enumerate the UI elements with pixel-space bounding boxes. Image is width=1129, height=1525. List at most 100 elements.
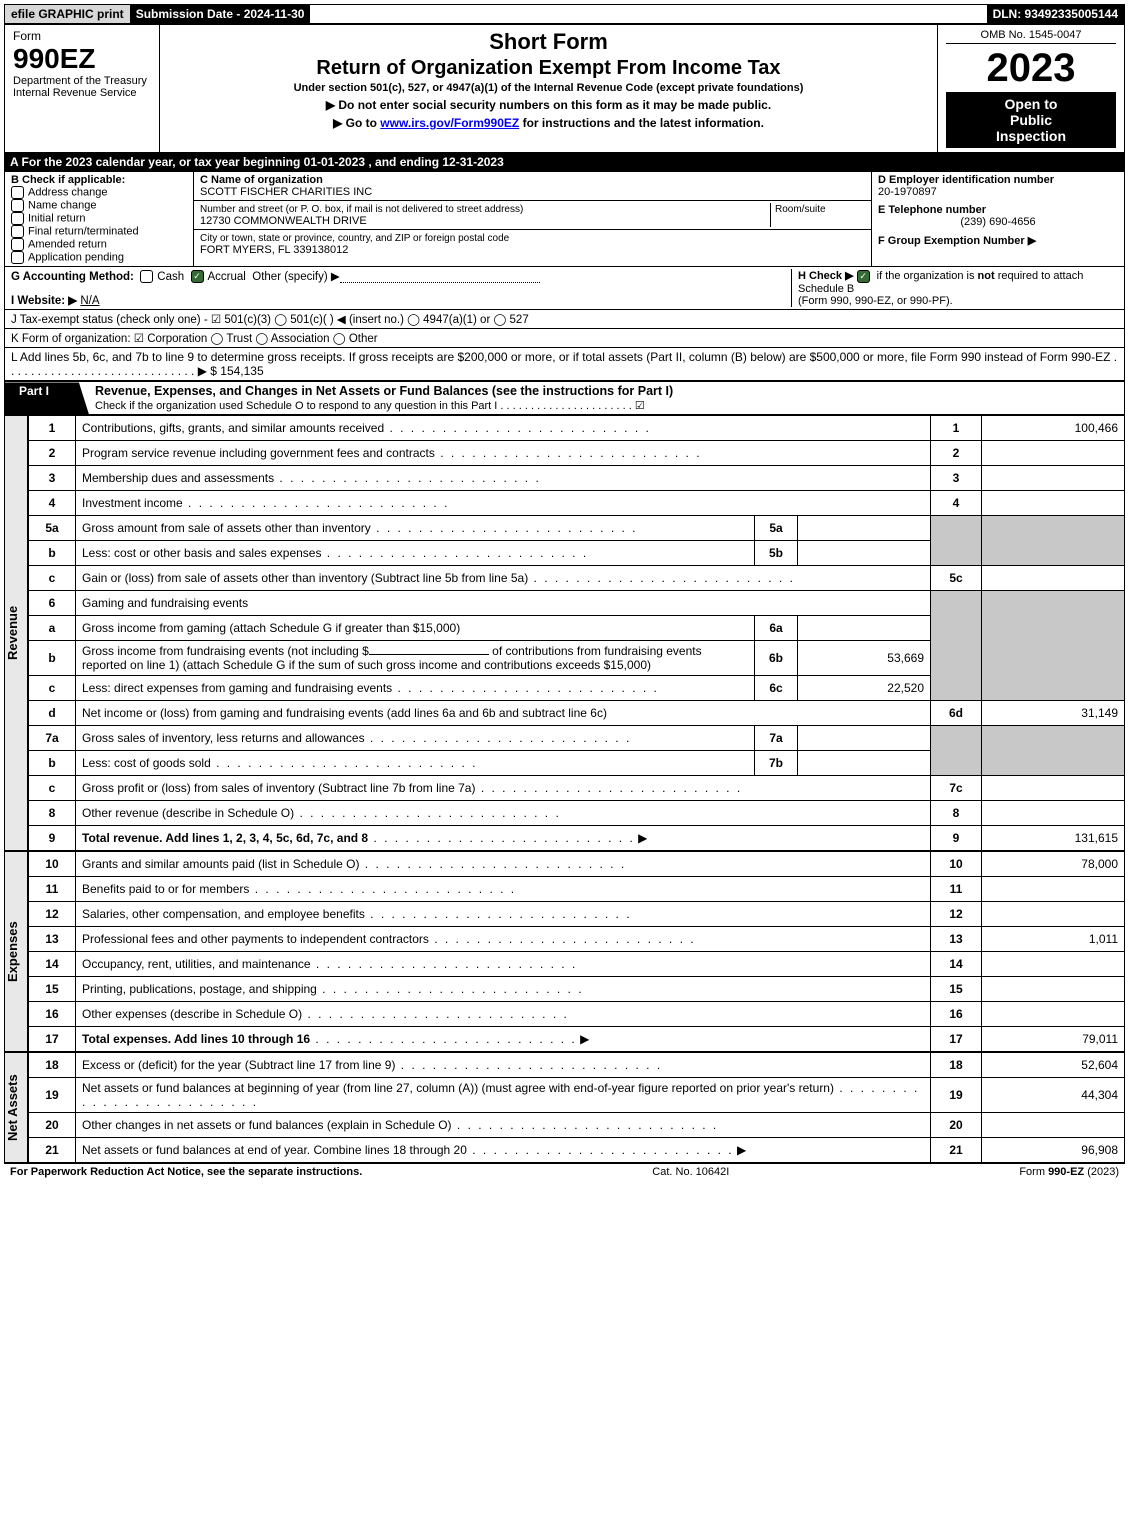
header-center: Short Form Return of Organization Exempt…	[160, 25, 938, 152]
l7c-desc: Gross profit or (loss) from sales of inv…	[76, 776, 931, 801]
checkbox-initial-return[interactable]	[11, 212, 24, 225]
l6b-sub: 6b	[755, 641, 798, 676]
checkbox-amended[interactable]	[11, 238, 24, 251]
l5b-sub: 5b	[755, 541, 798, 566]
l18-key: 18	[931, 1053, 982, 1078]
l10-num: 10	[29, 852, 76, 877]
l16-num: 16	[29, 1002, 76, 1027]
subhead: Under section 501(c), 527, or 4947(a)(1)…	[168, 82, 929, 94]
l2-desc: Program service revenue including govern…	[76, 441, 931, 466]
checkbox-pending[interactable]	[11, 251, 24, 264]
l16-key: 16	[931, 1002, 982, 1027]
open1: Open to	[948, 96, 1114, 112]
l13-num: 13	[29, 927, 76, 952]
line-16: 16Other expenses (describe in Schedule O…	[29, 1002, 1125, 1027]
line-15: 15Printing, publications, postage, and s…	[29, 977, 1125, 1002]
expenses-vlabel: Expenses	[4, 851, 28, 1052]
checkbox-address-change[interactable]	[11, 186, 24, 199]
l5c-desc: Gain or (loss) from sale of assets other…	[76, 566, 931, 591]
l19-desc: Net assets or fund balances at beginning…	[76, 1078, 931, 1113]
l16-val	[982, 1002, 1125, 1027]
l6c-subval: 22,520	[798, 676, 931, 701]
fr-c: (2023)	[1084, 1166, 1119, 1178]
fr-a: Form	[1019, 1166, 1048, 1178]
b-item-0: Address change	[28, 186, 108, 198]
dln: DLN: 93492335005144	[987, 5, 1124, 23]
row-k: K Form of organization: ☑ Corporation ◯ …	[4, 329, 1125, 348]
line-10: 10Grants and similar amounts paid (list …	[29, 852, 1125, 877]
open3: Inspection	[948, 128, 1114, 144]
l21-key: 21	[931, 1138, 982, 1163]
row-gh: G Accounting Method: Cash ✓Accrual Other…	[4, 267, 1125, 310]
l12-desc: Salaries, other compensation, and employ…	[76, 902, 931, 927]
l5c-key: 5c	[931, 566, 982, 591]
l-amount: 154,135	[220, 364, 263, 378]
l6b-d1: Gross income from fundraising events (no…	[82, 644, 369, 658]
l21-t: Net assets or fund balances at end of ye…	[82, 1143, 467, 1157]
l18-val: 52,604	[982, 1053, 1125, 1078]
l18-num: 18	[29, 1053, 76, 1078]
return-title: Return of Organization Exempt From Incom…	[168, 57, 929, 80]
l15-num: 15	[29, 977, 76, 1002]
l7a-subval	[798, 726, 931, 751]
l5c-val	[982, 566, 1125, 591]
g-label: G Accounting Method:	[11, 271, 134, 283]
pointer2b: for instructions and the latest informat…	[519, 116, 764, 130]
l12-key: 12	[931, 902, 982, 927]
row-g: G Accounting Method: Cash ✓Accrual Other…	[11, 269, 791, 307]
revenue-section: Revenue 1Contributions, gifts, grants, a…	[4, 415, 1125, 851]
irs-link[interactable]: www.irs.gov/Form990EZ	[380, 116, 519, 130]
l17-desc: Total expenses. Add lines 10 through 16 …	[76, 1027, 931, 1052]
l7a-sub: 7a	[755, 726, 798, 751]
b-item-4: Amended return	[28, 238, 107, 250]
l18-desc: Excess or (deficit) for the year (Subtra…	[76, 1053, 931, 1078]
l1-num: 1	[29, 416, 76, 441]
l14-key: 14	[931, 952, 982, 977]
l19-key: 19	[931, 1078, 982, 1113]
checkbox-cash[interactable]	[140, 270, 153, 283]
city-state-zip: FORT MYERS, FL 339138012	[200, 244, 348, 256]
part1-t: Revenue, Expenses, and Changes in Net As…	[95, 384, 673, 398]
l8-num: 8	[29, 801, 76, 826]
line-20: 20Other changes in net assets or fund ba…	[29, 1113, 1125, 1138]
l6b-num: b	[29, 641, 76, 676]
l3-key: 3	[931, 466, 982, 491]
l5a-subval	[798, 516, 931, 541]
l21-num: 21	[29, 1138, 76, 1163]
l9-desc: Total revenue. Add lines 1, 2, 3, 4, 5c,…	[76, 826, 931, 851]
page-footer: For Paperwork Reduction Act Notice, see …	[4, 1163, 1125, 1180]
checkbox-h[interactable]: ✓	[857, 270, 870, 283]
l19-val: 44,304	[982, 1078, 1125, 1113]
line-12: 12Salaries, other compensation, and empl…	[29, 902, 1125, 927]
l7b-desc: Less: cost of goods sold	[76, 751, 755, 776]
l6c-desc: Less: direct expenses from gaming and fu…	[76, 676, 755, 701]
l3-desc: Membership dues and assessments	[76, 466, 931, 491]
l6-shade	[931, 591, 982, 701]
l6d-key: 6d	[931, 701, 982, 726]
l7c-num: c	[29, 776, 76, 801]
part-1-title: Revenue, Expenses, and Changes in Net As…	[89, 382, 1124, 414]
arrow-icon: ▶	[737, 1143, 746, 1157]
checkbox-name-change[interactable]	[11, 199, 24, 212]
g-cash: Cash	[157, 271, 184, 283]
checkbox-accrual[interactable]: ✓	[191, 270, 204, 283]
l1-val: 100,466	[982, 416, 1125, 441]
g-accrual: Accrual	[208, 271, 246, 283]
line-19: 19Net assets or fund balances at beginni…	[29, 1078, 1125, 1113]
dept-treasury: Department of the Treasury	[13, 75, 151, 87]
l13-key: 13	[931, 927, 982, 952]
line-21: 21 Net assets or fund balances at end of …	[29, 1138, 1125, 1163]
line-1: 1Contributions, gifts, grants, and simil…	[29, 416, 1125, 441]
l7b-sub: 7b	[755, 751, 798, 776]
netassets-vlabel: Net Assets	[4, 1052, 28, 1163]
l11-key: 11	[931, 877, 982, 902]
l10-key: 10	[931, 852, 982, 877]
checkbox-final-return[interactable]	[11, 225, 24, 238]
l21-desc: Net assets or fund balances at end of ye…	[76, 1138, 931, 1163]
l7ab-shade-val	[982, 726, 1125, 776]
l6-desc: Gaming and fundraising events	[76, 591, 931, 616]
l6-num: 6	[29, 591, 76, 616]
line-17: 17Total expenses. Add lines 10 through 1…	[29, 1027, 1125, 1052]
c-street-label: Number and street (or P. O. box, if mail…	[200, 204, 523, 215]
l14-val	[982, 952, 1125, 977]
